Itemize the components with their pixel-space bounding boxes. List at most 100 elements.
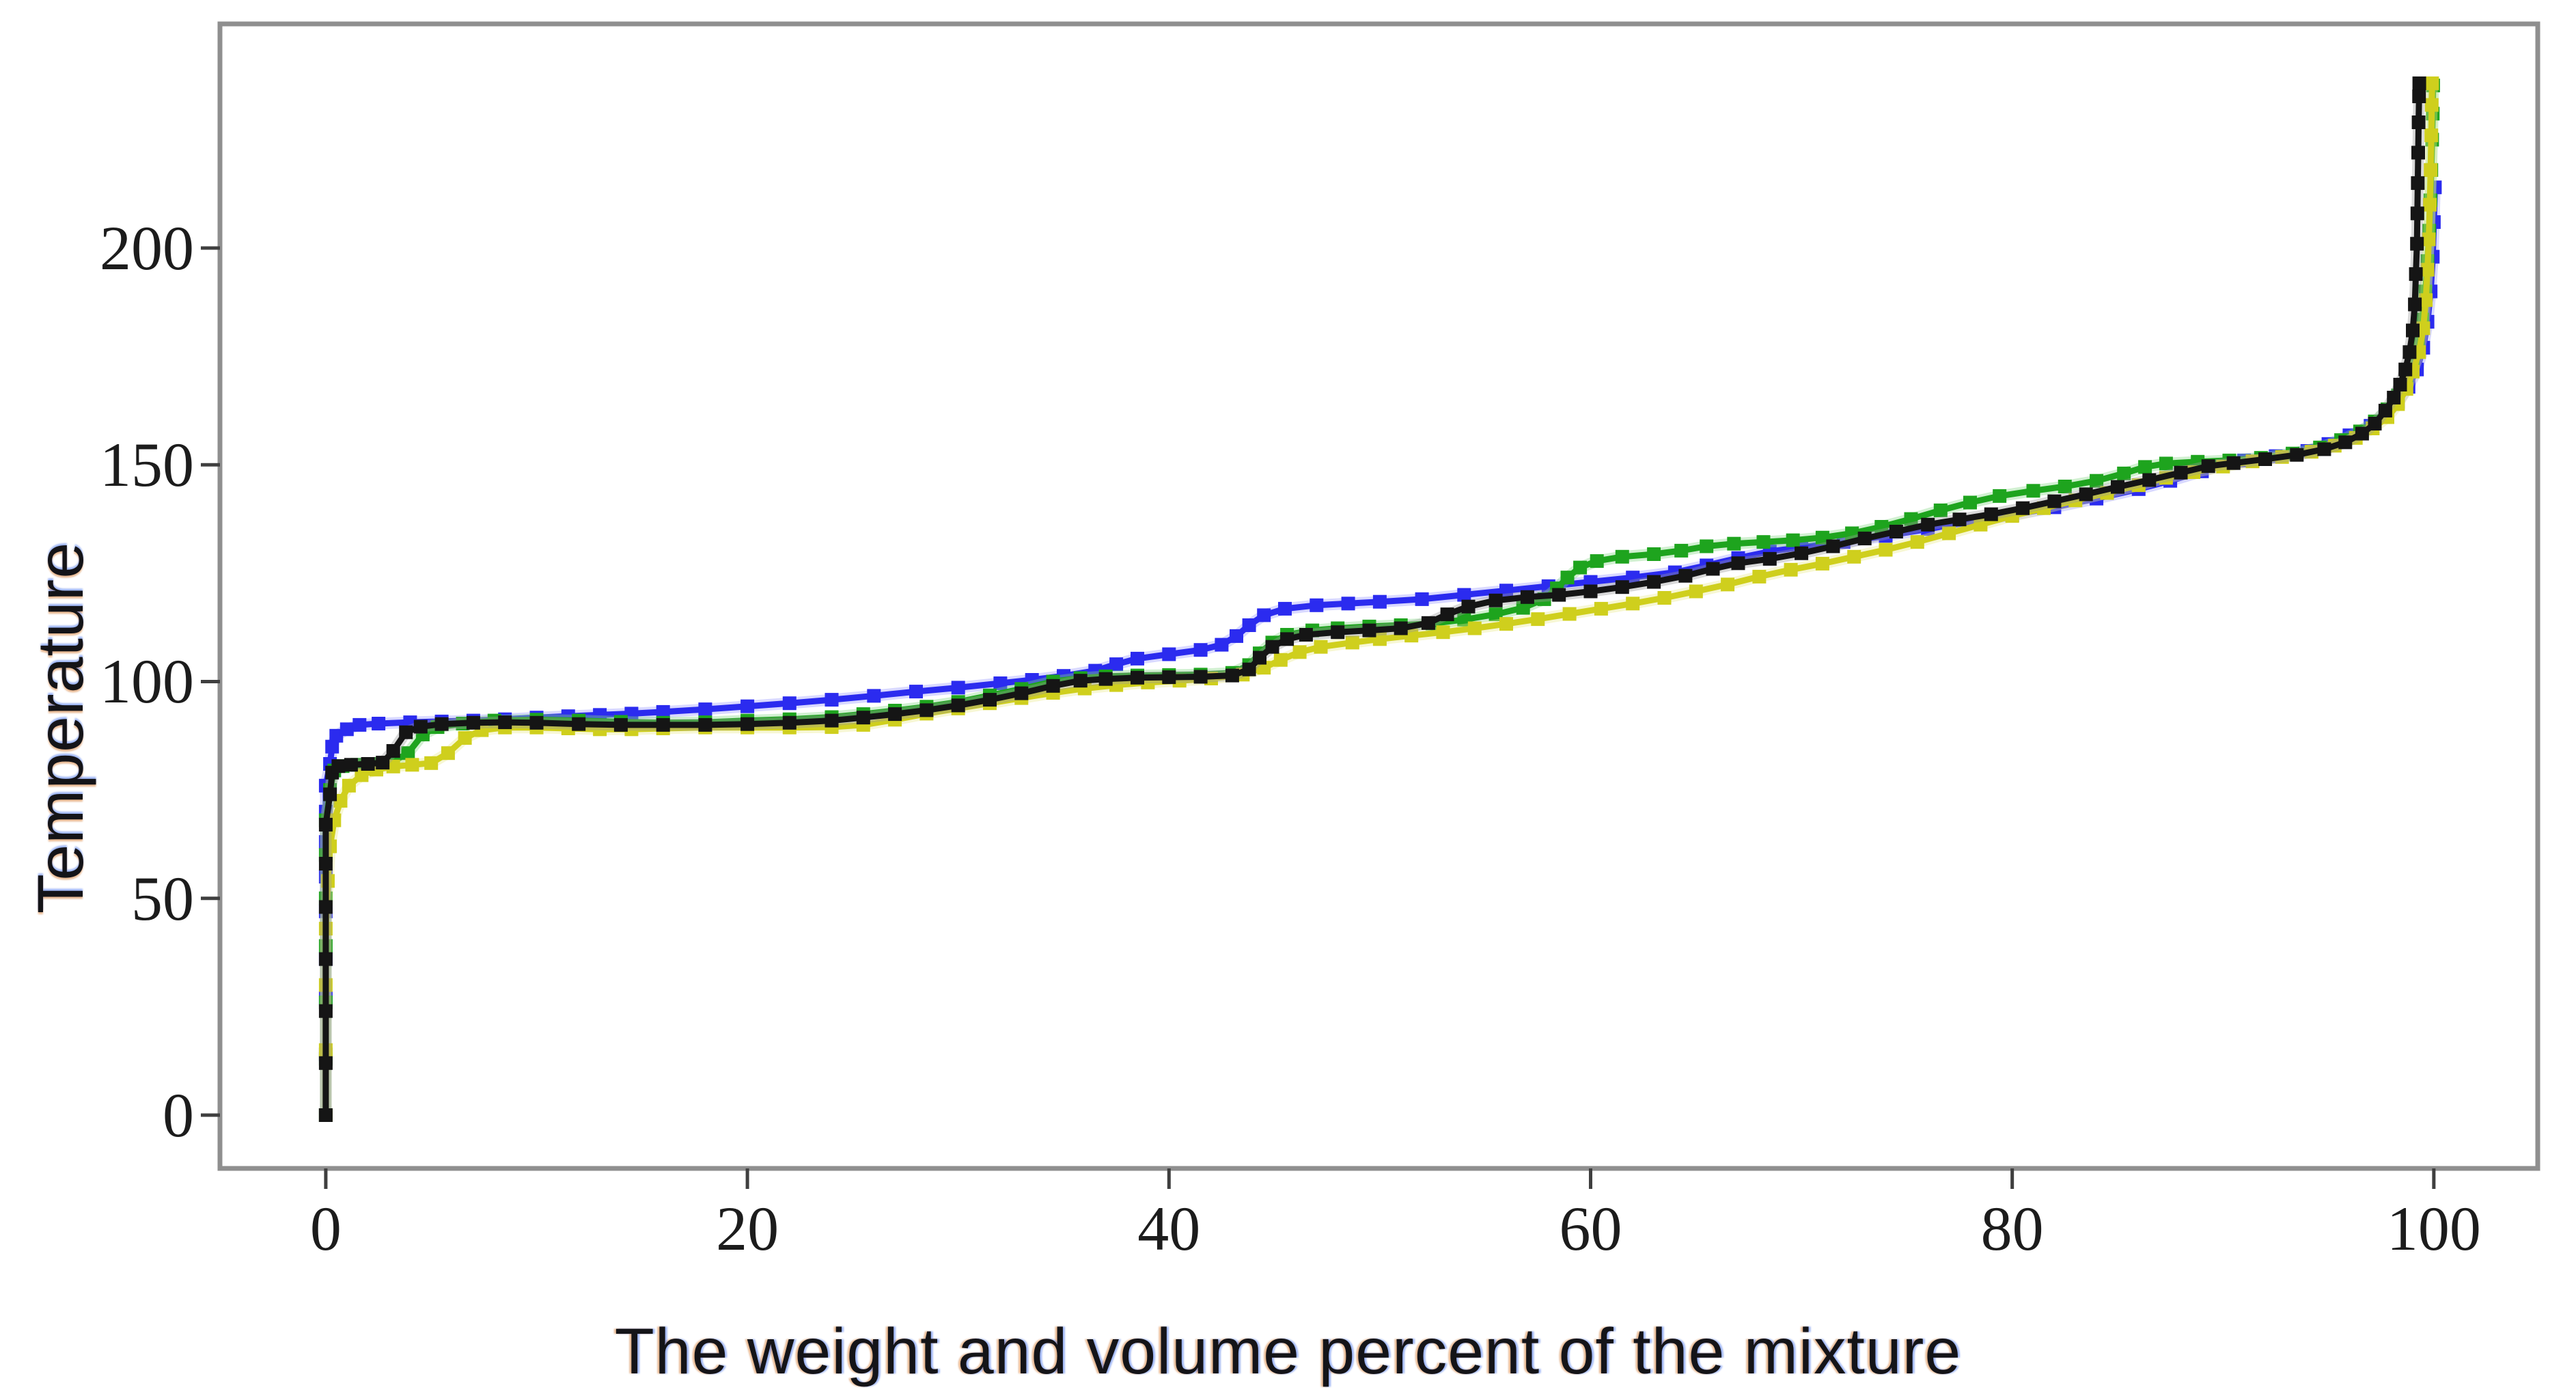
green-curve-marker bbox=[1488, 607, 1503, 622]
yellow-curve-marker bbox=[1467, 621, 1482, 635]
black-curve-marker bbox=[856, 711, 870, 725]
black-curve-marker bbox=[1073, 674, 1088, 688]
blue-curve-marker bbox=[656, 704, 670, 719]
black-curve-marker bbox=[2201, 459, 2215, 474]
black-curve-marker bbox=[2378, 403, 2392, 417]
yellow-curve-marker bbox=[1942, 526, 1956, 540]
black-curve-marker bbox=[2412, 76, 2426, 90]
yellow-curve-marker bbox=[441, 746, 455, 760]
blue-curve-line bbox=[322, 187, 2438, 1115]
green-curve-marker bbox=[1874, 520, 1889, 534]
black-curve-marker bbox=[919, 703, 934, 717]
green-curve-marker bbox=[2159, 456, 2173, 471]
blue-curve-marker bbox=[740, 699, 755, 713]
yellow-curve-marker bbox=[1273, 653, 1288, 667]
black-curve-marker bbox=[1265, 640, 1279, 654]
blue-curve-marker bbox=[624, 707, 639, 721]
yellow-curve-marker bbox=[2424, 163, 2438, 177]
x-tick-label: 20 bbox=[716, 1194, 779, 1263]
green-curve-marker bbox=[1815, 530, 1829, 545]
black-curve-marker bbox=[2016, 501, 2030, 515]
green-curve-marker bbox=[2090, 474, 2104, 488]
x-tick-label: 0 bbox=[309, 1194, 342, 1263]
black-curve-marker bbox=[1362, 623, 1376, 638]
yellow-curve-marker bbox=[1531, 612, 1545, 627]
blue-curve-marker bbox=[372, 717, 386, 730]
blue-curve-halo bbox=[320, 187, 2441, 1115]
yellow-curve-marker bbox=[1784, 562, 1798, 577]
green-curve-marker bbox=[1457, 612, 1471, 627]
yellow-curve-marker bbox=[342, 778, 356, 793]
yellow-curve-marker bbox=[1499, 617, 1513, 631]
black-curve-marker bbox=[2411, 176, 2425, 190]
black-curve-marker bbox=[698, 717, 712, 732]
black-curve-marker bbox=[2412, 90, 2426, 103]
blue-curve-marker bbox=[867, 689, 881, 703]
yellow-curve-marker bbox=[1345, 635, 1359, 650]
yellow-curve-marker bbox=[1689, 584, 1703, 599]
blue-curve-marker bbox=[782, 696, 797, 711]
blue-curve-marker bbox=[1257, 608, 1271, 622]
black-curve-marker bbox=[1461, 599, 1476, 614]
blue-curve-marker bbox=[352, 717, 367, 732]
green-curve-marker bbox=[1756, 535, 1771, 549]
black-curve-marker bbox=[656, 717, 670, 732]
black-curve-marker bbox=[825, 713, 839, 728]
yellow-curve-marker bbox=[1657, 591, 1672, 605]
black-curve-marker bbox=[2258, 452, 2272, 466]
yellow-curve-marker bbox=[405, 758, 419, 772]
green-curve-marker bbox=[1516, 601, 1530, 615]
black-curve-marker bbox=[434, 717, 449, 731]
black-curve-marker bbox=[1762, 551, 1777, 566]
black-curve-marker bbox=[2406, 323, 2420, 338]
black-curve-marker bbox=[613, 717, 628, 732]
blue-curve-marker bbox=[825, 693, 839, 707]
yellow-curve-marker bbox=[1815, 556, 1829, 571]
blue-curve-marker bbox=[325, 739, 340, 754]
yellow-curve-marker bbox=[386, 759, 400, 773]
black-curve-marker bbox=[1952, 512, 1967, 527]
blue-curve-marker bbox=[1109, 657, 1124, 672]
black-curve-marker bbox=[1225, 668, 1239, 683]
black-curve-marker bbox=[1162, 670, 1176, 685]
black-curve-marker bbox=[1857, 532, 1872, 546]
black-curve-marker bbox=[1394, 621, 1408, 635]
black-curve-marker bbox=[2368, 417, 2382, 430]
yellow-curve-marker bbox=[1879, 543, 1893, 557]
blue-curve-marker bbox=[1131, 651, 1144, 666]
black-curve-marker bbox=[1889, 525, 1903, 538]
blue-curve-marker bbox=[993, 676, 1008, 690]
black-curve-marker bbox=[1193, 670, 1208, 684]
black-curve-marker bbox=[1678, 568, 1693, 583]
black-curve-marker bbox=[376, 756, 390, 770]
black-curve-marker bbox=[2142, 473, 2157, 487]
yellow-curve-marker bbox=[1626, 597, 1640, 611]
green-curve-marker bbox=[1963, 495, 1977, 510]
black-curve-marker bbox=[1706, 562, 1720, 576]
blue-curve-marker bbox=[1310, 598, 1324, 612]
black-curve-marker bbox=[1826, 539, 1840, 553]
yellow-curve-marker bbox=[1594, 601, 1608, 616]
black-curve-marker bbox=[1921, 517, 1935, 532]
green-curve-marker bbox=[1933, 503, 1948, 517]
black-curve-marker bbox=[323, 787, 337, 801]
black-curve-marker bbox=[2410, 236, 2424, 251]
black-curve-marker bbox=[2338, 435, 2353, 450]
black-curve-marker bbox=[1552, 588, 1566, 602]
black-curve-marker bbox=[1440, 607, 1454, 622]
yellow-curve-marker bbox=[2425, 76, 2439, 90]
yellow-curve-marker bbox=[2420, 262, 2435, 277]
y-tick-label: 100 bbox=[100, 646, 194, 717]
black-curve-marker bbox=[344, 758, 358, 772]
black-curve-marker bbox=[572, 717, 586, 731]
black-curve-marker bbox=[2290, 448, 2304, 462]
black-curve-marker bbox=[1488, 593, 1503, 607]
blue-curve-marker bbox=[329, 728, 344, 743]
black-curve-marker bbox=[1242, 662, 1256, 676]
green-curve-marker bbox=[1700, 539, 1714, 553]
blue-curve-marker bbox=[1341, 597, 1355, 611]
black-curve-marker bbox=[782, 715, 797, 730]
black-curve-marker bbox=[2410, 206, 2424, 221]
yellow-curve-marker bbox=[1292, 645, 1307, 659]
black-curve-marker bbox=[1331, 625, 1345, 640]
